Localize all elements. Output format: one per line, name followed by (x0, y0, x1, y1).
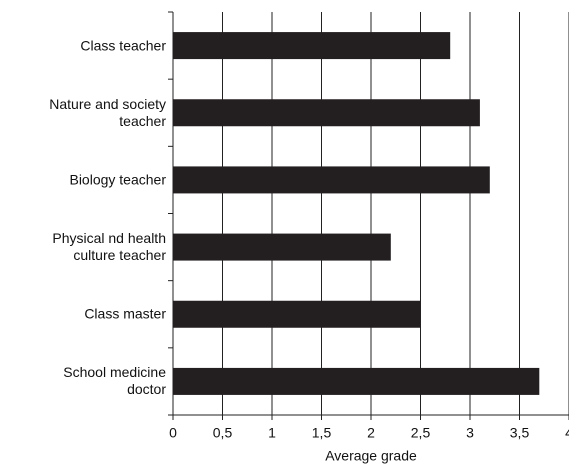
y-tick-label: Class teacher (80, 37, 166, 54)
x-tick-label: 0 (169, 425, 177, 441)
y-tick-label: School medicine doctor (63, 364, 166, 398)
x-tick-label: 3 (466, 425, 474, 441)
x-tick-label: 2,5 (411, 425, 431, 441)
x-axis-label: Average grade (325, 448, 417, 464)
y-tick-label: Physical nd health culture teacher (52, 230, 166, 264)
y-tick-label: Biology teacher (69, 171, 166, 188)
x-tick-label: 2 (367, 425, 375, 441)
x-tick-label: 1 (268, 425, 276, 441)
x-tick-label: 0,5 (213, 425, 233, 441)
bar (173, 99, 480, 127)
x-tick-label: 3,5 (510, 425, 530, 441)
bar (173, 300, 421, 328)
bar (173, 233, 391, 261)
bar (173, 367, 540, 395)
x-tick-label: 4 (565, 425, 569, 441)
bar (173, 32, 451, 60)
y-tick-label: Nature and society teacher (49, 95, 166, 129)
bar (173, 166, 490, 194)
y-tick-label: Class master (84, 305, 166, 322)
x-tick-label: 1,5 (312, 425, 332, 441)
